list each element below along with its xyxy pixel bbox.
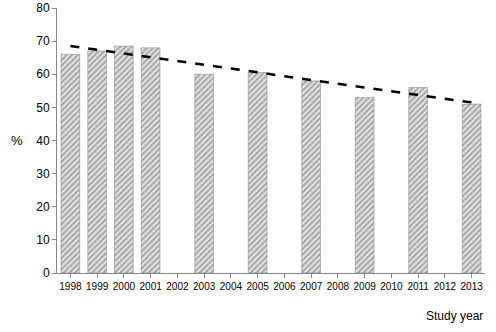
svg-text:2013: 2013 xyxy=(461,281,484,292)
svg-text:2011: 2011 xyxy=(407,281,429,292)
svg-text:60: 60 xyxy=(36,67,50,81)
svg-text:1998: 1998 xyxy=(59,281,82,292)
svg-text:2012: 2012 xyxy=(434,281,457,292)
svg-text:80: 80 xyxy=(36,1,50,15)
svg-text:70: 70 xyxy=(36,34,50,48)
svg-text:10: 10 xyxy=(36,233,50,247)
svg-text:2000: 2000 xyxy=(113,281,136,292)
svg-text:2010: 2010 xyxy=(380,281,403,292)
svg-text:2003: 2003 xyxy=(193,281,216,292)
svg-text:2009: 2009 xyxy=(354,281,377,292)
svg-text:%: % xyxy=(11,133,23,148)
svg-text:40: 40 xyxy=(36,134,50,148)
svg-text:50: 50 xyxy=(36,101,50,115)
svg-text:2004: 2004 xyxy=(220,281,243,292)
svg-text:2001: 2001 xyxy=(140,281,163,292)
svg-text:2005: 2005 xyxy=(247,281,270,292)
svg-text:2002: 2002 xyxy=(166,281,189,292)
svg-text:20: 20 xyxy=(36,200,50,214)
svg-text:30: 30 xyxy=(36,167,50,181)
svg-text:2006: 2006 xyxy=(273,281,296,292)
svg-text:2008: 2008 xyxy=(327,281,350,292)
svg-text:2007: 2007 xyxy=(300,281,323,292)
svg-text:Study year: Study year xyxy=(426,309,483,323)
svg-text:0: 0 xyxy=(43,266,50,280)
svg-text:1999: 1999 xyxy=(86,281,109,292)
